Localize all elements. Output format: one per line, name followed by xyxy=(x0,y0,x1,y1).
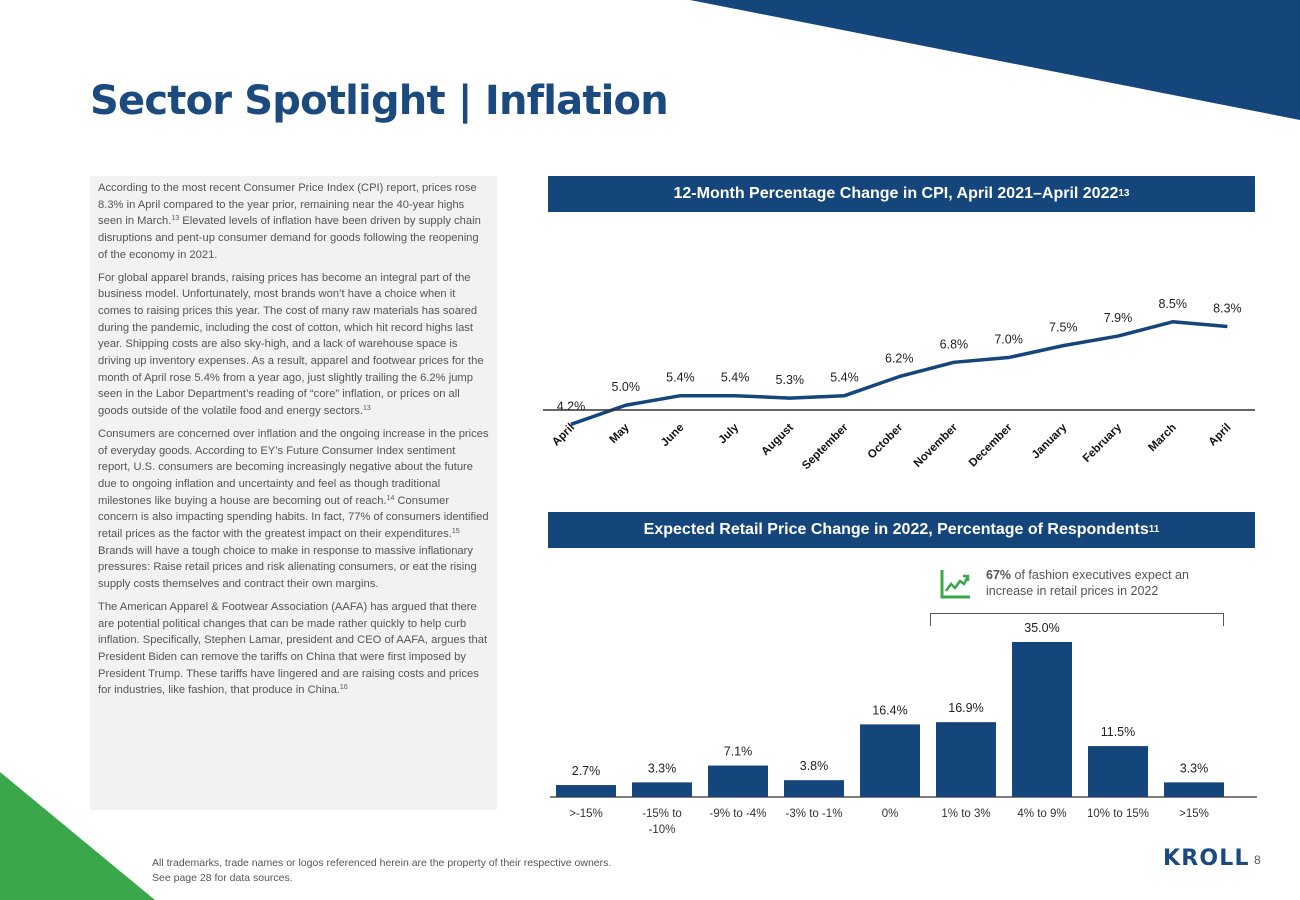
data-label: 6.8% xyxy=(940,337,969,351)
bar xyxy=(556,785,616,797)
page-number: 8 xyxy=(1254,853,1261,867)
x-tick-label: 1% to 3% xyxy=(941,808,990,820)
data-label: 7.5% xyxy=(1049,321,1078,335)
data-label: 7.1% xyxy=(724,745,753,759)
x-tick-label: October xyxy=(866,421,906,461)
footnote-ref: 13 xyxy=(171,215,180,223)
bar xyxy=(1164,782,1224,797)
x-tick-label: February xyxy=(1081,421,1125,465)
x-tick-label: -3% to -1% xyxy=(786,808,843,820)
cpi-chart-title: 12-Month Percentage Change in CPI, April… xyxy=(548,176,1255,212)
x-tick-label: August xyxy=(759,422,796,459)
x-tick-label: >-15% xyxy=(569,808,603,820)
data-label: 35.0% xyxy=(1024,621,1059,635)
paragraph-2: For global apparel brands, raising price… xyxy=(98,271,484,418)
bar xyxy=(1088,746,1148,797)
x-tick-label: January xyxy=(1030,421,1070,461)
callout: 67% of fashion executives expect an incr… xyxy=(938,567,1238,601)
callout-bracket xyxy=(930,613,1224,626)
data-label: 4.2% xyxy=(557,399,586,413)
data-label: 5.4% xyxy=(830,371,859,385)
footnote-ref: 16 xyxy=(339,684,348,692)
x-tick-label: -15% to xyxy=(642,808,682,820)
data-label: 8.3% xyxy=(1213,302,1242,316)
x-tick-label: 0% xyxy=(882,808,899,820)
x-tick-label: >15% xyxy=(1179,808,1209,820)
x-tick-label: 10% to 15% xyxy=(1087,808,1149,820)
data-label: 5.4% xyxy=(721,371,750,385)
x-tick-label: -9% to -4% xyxy=(710,808,767,820)
footnote-ref: 13 xyxy=(362,405,371,413)
cpi-line-chart: 4.2% April 5.0% May 5.4% June 5.4% July 5.3% Augu… xyxy=(543,297,1255,472)
data-label: 8.5% xyxy=(1158,297,1187,311)
x-tick-label: July xyxy=(716,421,741,446)
retail-price-chart-title: Expected Retail Price Change in 2022, Pe… xyxy=(548,512,1255,548)
data-label: 5.0% xyxy=(611,380,640,394)
bottom-left-green-triangle xyxy=(0,772,155,900)
paragraph-3: Consumers are concerned over inflation a… xyxy=(98,427,489,591)
paragraph-1: According to the most recent Consumer Pr… xyxy=(98,182,481,261)
data-label: 3.8% xyxy=(800,759,829,773)
data-sources-note: See page 28 for data sources. xyxy=(152,871,293,884)
footer-notes: All trademarks, trade names or logos ref… xyxy=(152,856,611,885)
footnote-ref: 15 xyxy=(451,528,460,536)
body-text-panel: According to the most recent Consumer Pr… xyxy=(90,176,497,810)
bar xyxy=(632,782,692,797)
paragraph-4: The American Apparel & Footwear Associat… xyxy=(98,600,488,697)
page-title: Sector Spotlight | Inflation xyxy=(90,78,669,124)
x-tick-label: September xyxy=(800,421,851,472)
x-tick-label: November xyxy=(912,421,961,470)
data-label: 3.3% xyxy=(648,761,677,775)
data-label: 3.3% xyxy=(1180,761,1209,775)
x-tick-label: 4% to 9% xyxy=(1017,808,1066,820)
x-tick-label: December xyxy=(967,421,1015,469)
bar xyxy=(860,724,920,797)
trend-up-chart-icon xyxy=(940,570,970,599)
x-tick-label: -10% xyxy=(649,824,676,836)
data-label: 7.0% xyxy=(994,333,1023,347)
data-label: 5.4% xyxy=(666,371,695,385)
top-right-navy-triangle xyxy=(690,0,1300,120)
data-label: 16.9% xyxy=(948,701,983,715)
data-label: 16.4% xyxy=(872,703,907,717)
bar xyxy=(936,722,996,797)
bar xyxy=(708,765,768,797)
bar xyxy=(1012,642,1072,797)
bar xyxy=(784,780,844,797)
callout-text: 67% of fashion executives expect an incr… xyxy=(986,568,1189,598)
x-tick-label: June xyxy=(659,422,686,449)
footnote-ref: 14 xyxy=(386,494,395,502)
x-tick-label: May xyxy=(608,421,633,446)
data-label: 5.3% xyxy=(776,373,805,387)
data-label: 2.7% xyxy=(572,764,601,778)
retail-price-bar-chart: 2.7% >-15% 3.3% -15% to -10% 7.1% -9% to -4% 3.… xyxy=(550,621,1257,836)
data-label: 11.5% xyxy=(1101,725,1136,739)
x-tick-label: April xyxy=(1207,422,1234,449)
data-label: 7.9% xyxy=(1104,311,1133,325)
data-label: 6.2% xyxy=(885,352,914,366)
x-tick-label: March xyxy=(1146,422,1178,454)
x-tick-label: April xyxy=(550,422,577,449)
trademark-note: All trademarks, trade names or logos ref… xyxy=(152,857,612,869)
kroll-logo: KROLL xyxy=(1163,846,1250,871)
